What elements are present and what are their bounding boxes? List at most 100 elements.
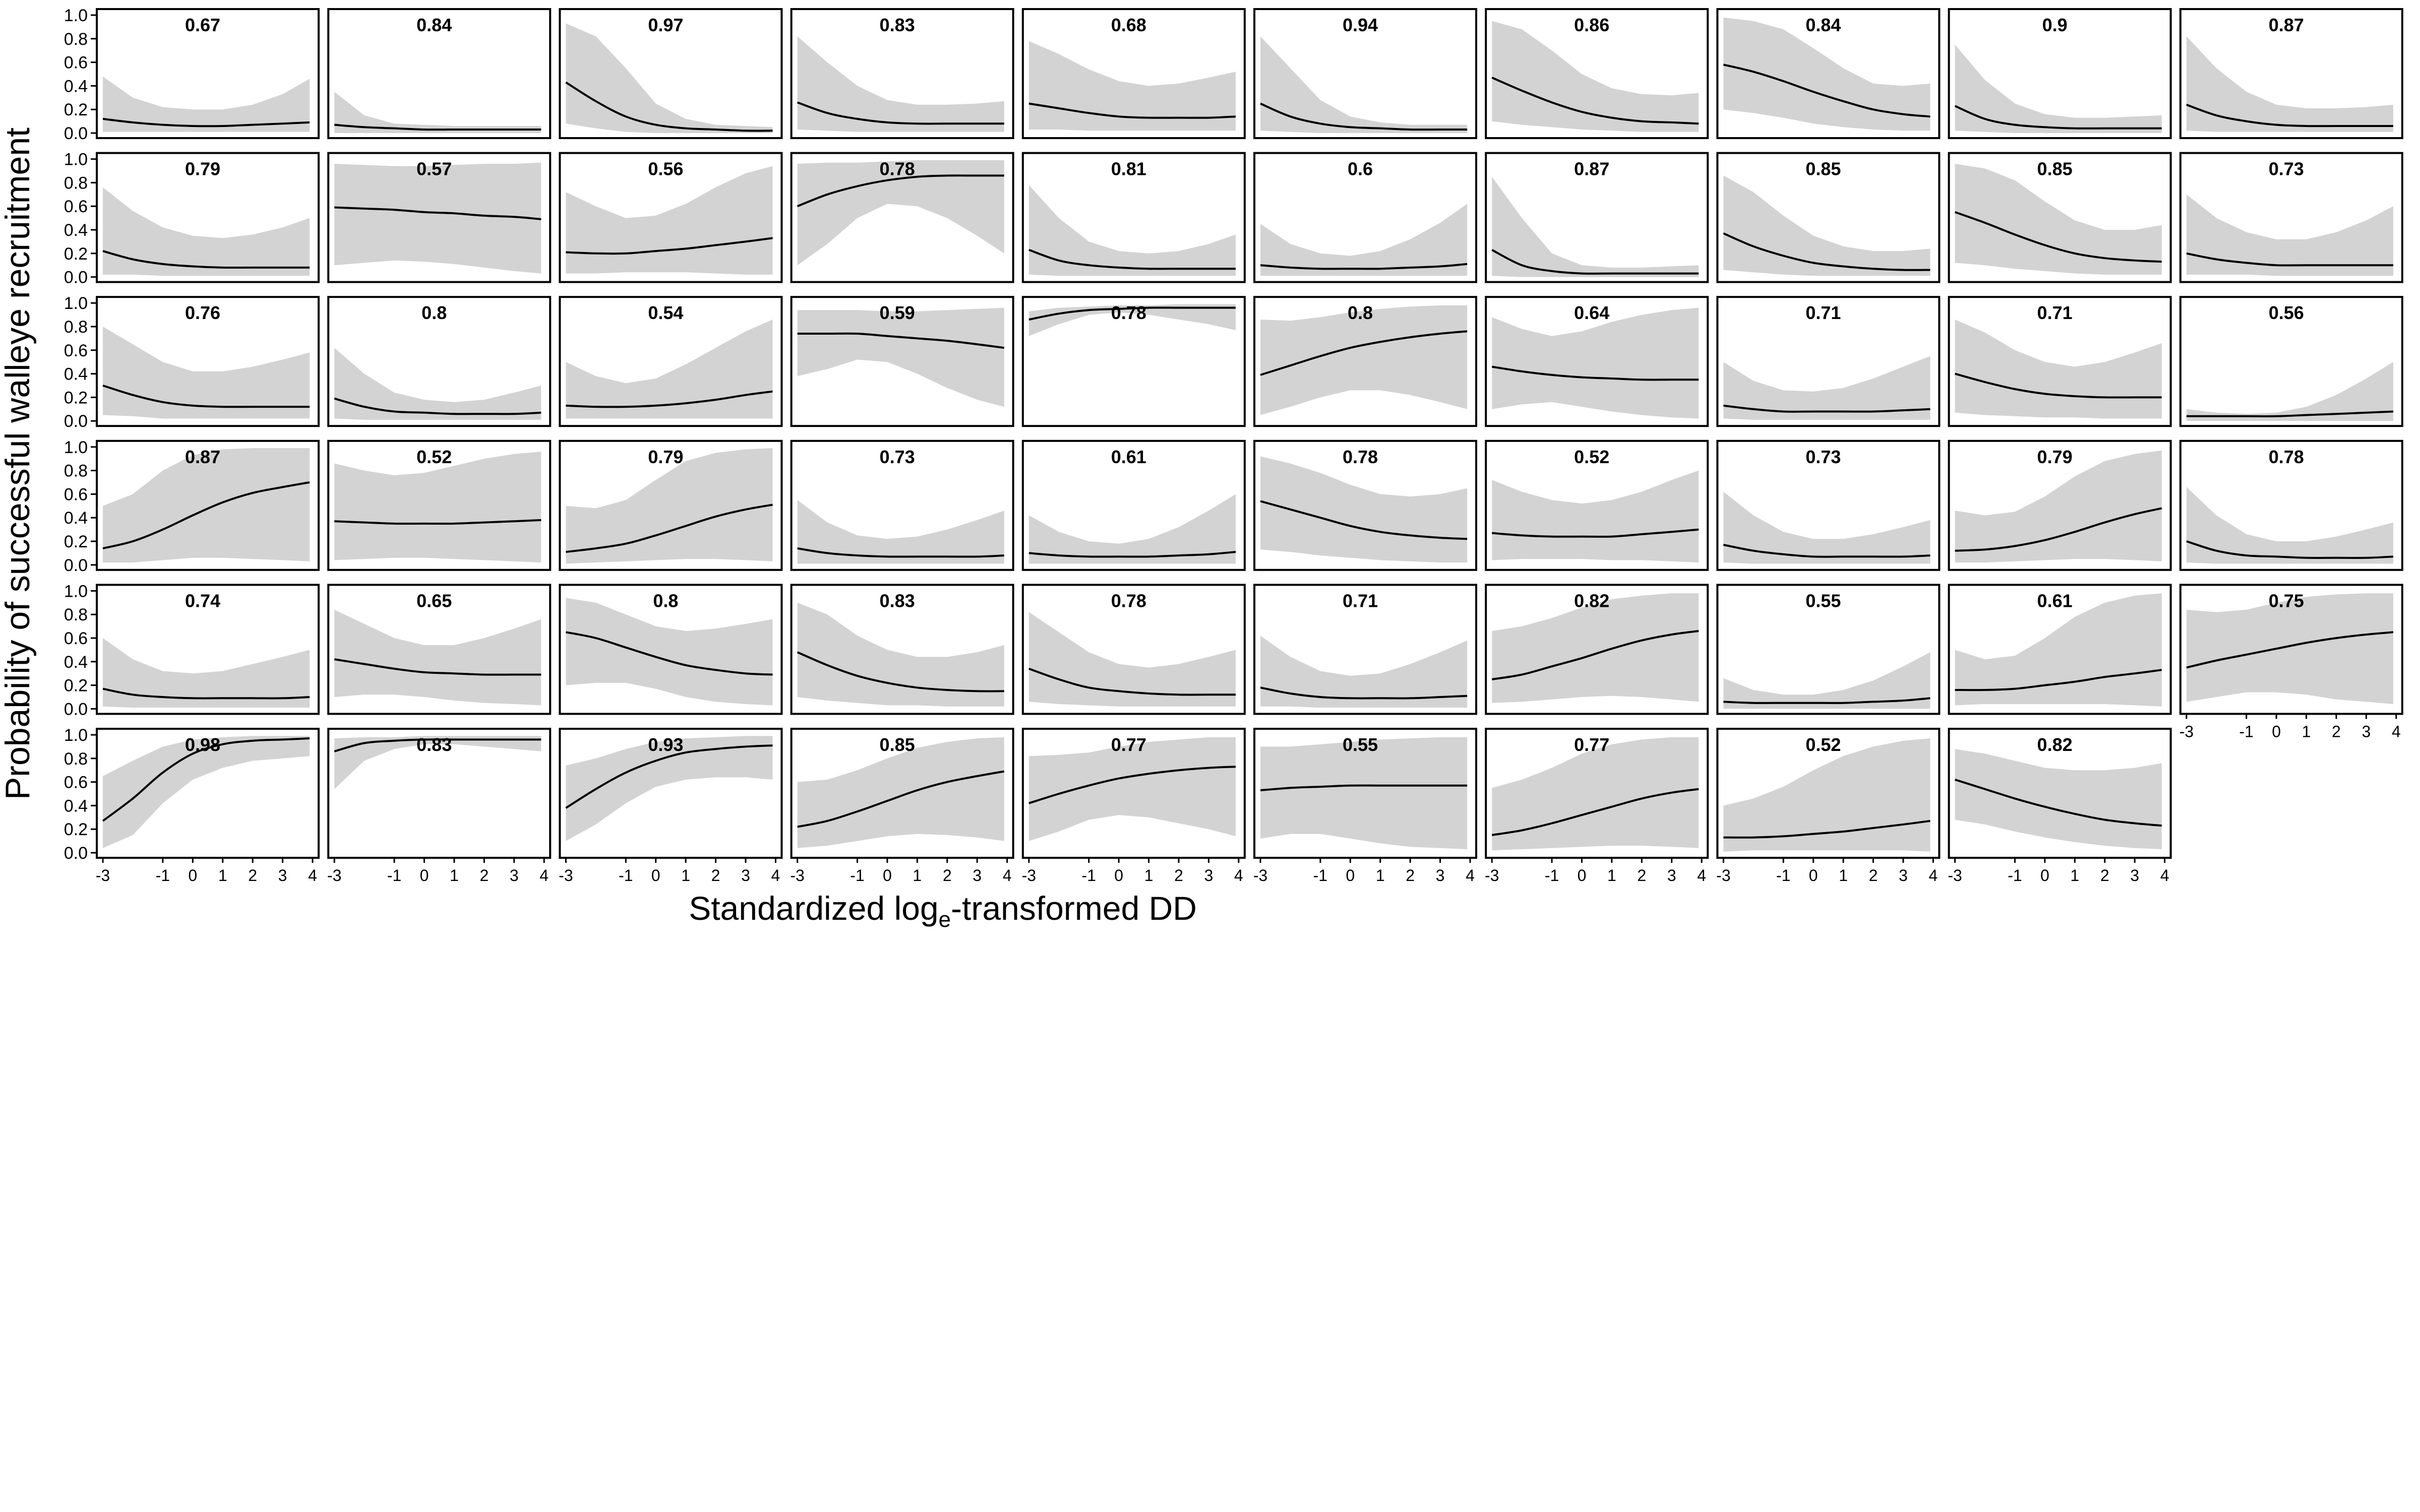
panel: 0.71 [1948,296,2172,427]
confidence-band [1260,305,1468,415]
fitted-line [797,651,1004,692]
y-tick-label: 1.0 [64,438,88,457]
panel: 0.86 [1485,8,1709,139]
x-tick-label: 3 [973,866,982,885]
panel: 0.78 [1021,584,1246,715]
fitted-line [1028,766,1236,804]
panel-value-label: 0.98 [185,734,220,755]
panel-value-label: 0.71 [2037,302,2073,323]
panel-value-label: 0.73 [880,447,915,467]
fitted-line [1954,105,2162,130]
confidence-band [1955,450,2162,563]
fitted-line [1723,232,1930,271]
panel-frame [559,728,783,859]
panel: 0.55 [1716,584,1941,715]
panel: 0.73 [1716,439,1941,571]
panel-value-label: 0.8 [421,302,447,323]
x-tick-label: -3 [1716,866,1730,885]
x-tick-label: -1 [2008,866,2022,885]
panel-frame [1253,728,1477,859]
fitted-line [334,658,541,676]
panel-frame [1948,584,2172,715]
confidence-band [2186,487,2393,564]
panel-frame [2179,584,2403,715]
confidence-band [797,737,1004,848]
x-axis-label-subscript: e [939,907,951,932]
x-tick-label: 4 [1929,866,1938,885]
y-tick-label: 1.0 [64,150,88,169]
x-tick-label: 4 [2160,866,2169,885]
panel: 0.77 -3 -1 0 1 2 3 4 [1485,728,1709,885]
x-tick-label: -3 [1485,866,1499,885]
x-tick-label: 3 [1667,866,1676,885]
y-tick-label: 0.0 [64,700,88,719]
panel: 0.59 [790,296,1014,427]
x-tick-label: -3 [1948,866,1962,885]
fitted-line [1028,551,1236,558]
panel-frame [1716,584,1941,715]
panel: 0.6 [1253,152,1477,283]
panel-frame [1021,439,1246,571]
panel: 0.8 [1253,296,1477,427]
panel-value-label: 0.8 [653,590,678,611]
confidence-band [334,92,541,133]
confidence-band [1492,21,1699,132]
fitted-line [1491,77,1699,125]
x-tick-label: 3 [2362,722,2371,740]
y-tick-label: 0.0 [64,844,88,863]
fitted-line [565,744,773,809]
panel-frame [1716,728,1941,859]
x-tick-label: 1 [1839,866,1848,885]
fitted-line [2186,410,2393,417]
panel-frame [327,8,552,139]
fitted-line [2186,540,2393,559]
fitted-line [1954,211,2162,263]
y-tick-label: 0.2 [64,676,88,696]
panel-value-label: 0.78 [1111,302,1146,323]
panel: 0.98 0.0 0.2 0.4 0.6 0.8 1.0 -3 -1 0 1 2 3 4 [64,726,320,885]
confidence-band [103,327,310,419]
panel: 0.85 -3 -1 0 1 2 3 4 [790,728,1014,885]
x-tick-label: -1 [156,866,170,885]
panel-frame [1485,152,1709,283]
panel: 0.68 [1021,8,1246,139]
panel: 0.79 [1948,439,2172,571]
fitted-line [334,123,541,131]
y-tick-label: 0.8 [64,30,88,49]
panel-value-label: 0.73 [2269,159,2304,179]
fitted-line [797,332,1004,349]
x-tick-label: -1 [1081,866,1096,885]
panel-frame [1948,728,2172,859]
panel: 0.78 [790,152,1014,283]
panel-value-label: 0.52 [1805,734,1841,755]
confidence-band [334,348,541,420]
y-tick-label: 0.6 [64,629,88,648]
x-tick-label: -1 [1545,866,1559,885]
panel: 0.75 -3 -1 0 1 2 3 4 [2179,584,2403,740]
x-tick-label: 0 [651,866,660,885]
panel-frame [559,296,783,427]
confidence-band [1723,738,1930,852]
confidence-band [103,638,310,708]
panel-frame [96,152,320,283]
panel: 0.78 [2179,439,2403,571]
panel-value-label: 0.74 [185,590,220,611]
x-tick-label: 0 [2272,722,2281,740]
x-tick-label: 1 [218,866,227,885]
panel-value-label: 0.73 [1805,447,1841,467]
panel: 0.79 [559,439,783,571]
panel: 0.78 [1021,296,1246,427]
x-tick-label: 2 [711,866,720,885]
x-tick-label: 2 [248,866,257,885]
fitted-line [1260,686,1468,700]
fitted-line [566,237,773,255]
fitted-line [102,385,310,408]
panel-frame [327,728,552,859]
panel: 0.8 [559,584,783,715]
x-tick-label: -3 [2180,722,2194,740]
x-tick-label: -1 [619,866,633,885]
y-tick-label: 0.8 [64,749,88,769]
x-axis-label: Standardized loge-transformed DD [689,890,1197,932]
x-tick-label: -3 [96,866,110,885]
confidence-band [1492,593,1699,703]
